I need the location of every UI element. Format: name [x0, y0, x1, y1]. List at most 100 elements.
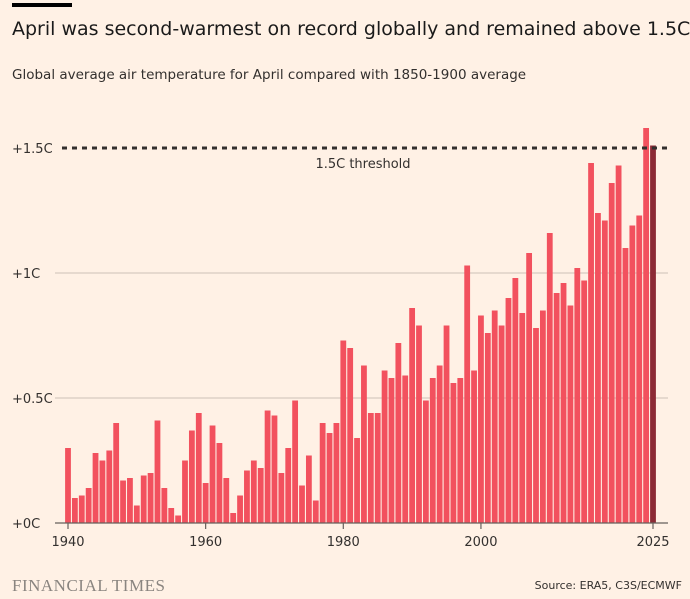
bar-1956 [175, 515, 182, 523]
bar-2013 [567, 305, 574, 523]
bar-1980 [340, 340, 347, 523]
x-tick-label: 2000 [464, 535, 497, 550]
bar-2024 [643, 128, 650, 523]
bar-1957 [182, 460, 188, 523]
y-tick-label: +1.5C [12, 142, 53, 157]
bar-1975 [305, 455, 312, 523]
source-note: Source: ERA5, C3S/ECMWF [534, 579, 682, 592]
bar-1965 [237, 495, 243, 523]
bar-1949 [127, 478, 133, 523]
bar-2019 [608, 183, 615, 523]
bar-1942 [78, 495, 85, 523]
bar-1983 [361, 365, 367, 523]
bar-1961 [209, 425, 216, 523]
bar-1984 [367, 413, 374, 523]
bar-1982 [354, 438, 360, 523]
x-tick-label: 2025 [636, 535, 669, 550]
bar-1971 [278, 473, 285, 523]
bar-1994 [436, 365, 443, 523]
bar-2007 [526, 253, 533, 523]
bar-1973 [292, 400, 299, 523]
bar-1940 [65, 448, 71, 523]
bar-2002 [491, 310, 498, 523]
bar-1977 [319, 423, 326, 523]
x-tick-label: 1980 [327, 535, 360, 550]
header-rule [12, 3, 72, 7]
bar-1999 [471, 370, 477, 523]
bar-2009 [539, 310, 546, 523]
brand-logo: FINANCIAL TIMES [12, 576, 166, 595]
bar-2018 [601, 220, 608, 523]
bar-2025 [650, 145, 656, 523]
bar-1948 [120, 480, 126, 523]
bar-1978 [326, 433, 333, 523]
bar-1958 [188, 430, 195, 523]
bar-1970 [271, 415, 278, 523]
bar-2012 [560, 283, 567, 523]
bar-2015 [581, 280, 588, 523]
bar-1989 [402, 375, 409, 523]
bar-1993 [429, 378, 436, 523]
bar-1960 [202, 483, 209, 523]
bar-2003 [498, 325, 505, 523]
bar-2022 [629, 225, 636, 523]
threshold-label: 1.5C threshold [315, 157, 410, 172]
bar-1954 [161, 488, 168, 523]
bar-1968 [257, 468, 264, 523]
bar-1998 [464, 265, 471, 523]
bar-1959 [195, 413, 202, 523]
bar-1951 [140, 475, 147, 523]
y-tick-label: +0C [12, 517, 40, 532]
bar-1944 [92, 453, 99, 523]
bar-1966 [244, 470, 250, 523]
bar-2011 [553, 293, 560, 523]
bar-2021 [622, 248, 629, 523]
y-tick-label: +1C [12, 267, 40, 282]
bar-2020 [615, 165, 622, 523]
bar-2008 [533, 328, 539, 523]
bar-1976 [312, 500, 319, 523]
bar-2023 [636, 215, 643, 523]
bar-1969 [264, 410, 271, 523]
bar-1950 [133, 505, 140, 523]
bar-1962 [216, 443, 223, 523]
bar-2000 [478, 315, 484, 523]
bar-1990 [409, 308, 416, 523]
bar-1981 [347, 348, 354, 523]
x-tick-label: 1960 [189, 535, 222, 550]
bar-1963 [223, 478, 230, 523]
bar-1996 [450, 383, 457, 523]
y-tick-label: +0.5C [12, 392, 53, 407]
bar-1947 [113, 423, 120, 523]
bar-1964 [230, 513, 237, 523]
bar-1967 [250, 460, 257, 523]
bar-2016 [588, 163, 594, 523]
bar-1946 [106, 450, 113, 523]
bar-1986 [381, 370, 388, 523]
bar-1985 [374, 413, 381, 523]
bar-1992 [422, 400, 429, 523]
bar-1972 [285, 448, 292, 523]
bar-1987 [388, 378, 395, 523]
chart-title: April was second-warmest on record globa… [12, 18, 690, 40]
bar-1991 [416, 325, 422, 523]
bar-1988 [395, 343, 402, 523]
bar-2006 [519, 313, 526, 523]
bar-1941 [71, 498, 78, 523]
bar-2014 [574, 268, 581, 523]
bar-1955 [168, 508, 175, 523]
bar-2017 [595, 213, 601, 523]
bar-2005 [512, 278, 519, 523]
bar-1945 [99, 460, 106, 523]
bar-2010 [546, 233, 553, 523]
bar-1995 [443, 325, 450, 523]
bar-1997 [457, 378, 464, 523]
x-tick-label: 1940 [51, 535, 84, 550]
bar-2001 [484, 333, 491, 523]
bar-1953 [154, 420, 161, 523]
bar-2004 [505, 298, 512, 523]
bar-1943 [85, 488, 92, 523]
chart-subtitle: Global average air temperature for April… [12, 67, 527, 83]
